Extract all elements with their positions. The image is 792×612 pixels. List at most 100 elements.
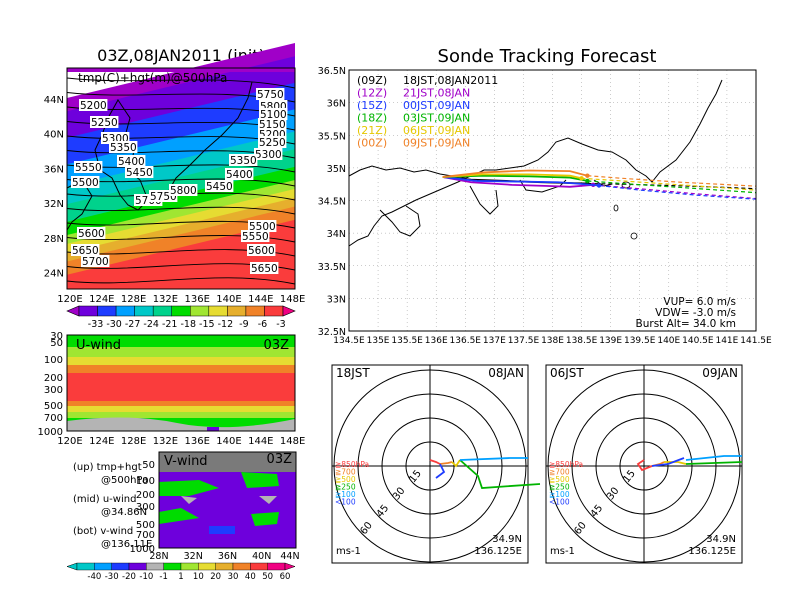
track-legend-tag: (15Z) <box>357 99 387 112</box>
wind-band <box>207 427 219 431</box>
pressure-tick-label: 100 <box>136 476 155 487</box>
coastline <box>348 177 467 247</box>
lon-tick-label: 139.5E <box>624 336 656 346</box>
colorbar-swatch <box>97 305 117 317</box>
panel-lat: 34.9N <box>706 534 736 545</box>
hodograph-legend-entry: ≧500 <box>335 475 356 484</box>
temperature-colorbar <box>66 305 296 317</box>
contour-label-bg <box>71 176 100 188</box>
burst-point <box>585 173 590 178</box>
pressure-tick-label: 50 <box>50 338 63 349</box>
colorbar-tick-label: 10 <box>193 572 204 582</box>
colorbar-tick-label: -1 <box>159 572 167 582</box>
colorbar-tick-label: 60 <box>280 572 291 582</box>
coastline <box>348 79 723 183</box>
colorbar-swatch <box>171 305 191 317</box>
hodograph-segment <box>459 457 528 461</box>
lat-tick-label: 32N <box>44 199 64 210</box>
lon-tick-label: 137.5E <box>508 336 540 346</box>
track-legend-tag: (18Z) <box>357 112 387 125</box>
note-line: @136.11E <box>101 539 152 550</box>
coastline <box>469 185 499 215</box>
burst-point <box>585 178 590 184</box>
lon-tick-label: 132E <box>153 294 178 305</box>
wind-band <box>67 412 295 418</box>
hodograph-legend-entry: ≧850hPa <box>335 460 369 469</box>
hodograph-legend-entry: ≧250 <box>549 483 570 492</box>
pressure-tick-label: 500 <box>44 401 63 412</box>
height-contour <box>66 206 296 215</box>
lon-tick-label: 132E <box>153 436 178 447</box>
lat-tick-label: 34N <box>327 229 346 240</box>
u-wind-frame <box>66 334 296 432</box>
map-longitude-ticks: 120E 124E 128E 132E 136E 140E 144E 148E <box>57 294 305 305</box>
panel-lat: 34.9N <box>492 534 522 545</box>
track-line <box>442 169 588 178</box>
section-notes: (up) tmp+hgt @500hPa (mid) u-wind @34.86N (b… <box>73 462 152 550</box>
wind-band <box>67 357 295 365</box>
pressure-tick-label: 30 <box>50 331 63 342</box>
contour-label: 5250 <box>91 117 118 129</box>
contour-label: 5400 <box>226 169 253 181</box>
contour-label-bg <box>74 161 103 173</box>
v-wind-latitude-ticks: 28N 32N 36N 40N 44N <box>149 551 299 562</box>
colorbar-tick-label: -40 <box>87 572 101 582</box>
lon-tick-label: 136E <box>184 436 209 447</box>
pressure-tick-label: 200 <box>44 373 63 384</box>
sonde-map-frame <box>348 69 757 332</box>
colorbar-swatch <box>128 562 147 571</box>
u-wind-time: 03Z <box>264 338 290 353</box>
island <box>613 204 619 212</box>
contour-label: 5550 <box>75 162 102 174</box>
lat-tick-label: 28N <box>149 551 168 562</box>
lat-tick-label: 36N <box>327 99 346 110</box>
colorbar-swatch <box>208 305 228 317</box>
right-title: Sonde Tracking Forecast <box>438 46 657 67</box>
lat-tick-label: 34.5N <box>318 197 346 208</box>
u-wind-longitude-ticks: 120E 124E 128E 132E 136E 140E 144E 148E <box>57 436 305 447</box>
contour-label: 5500 <box>72 177 99 189</box>
colorbar-cap <box>282 305 296 317</box>
lon-tick-label: 144E <box>248 436 273 447</box>
pressure-tick-label: 50 <box>142 460 155 471</box>
pressure-tick-label: 700 <box>136 530 155 541</box>
wind-patch <box>181 496 197 504</box>
colorbar-tick-label: -9 <box>239 319 248 330</box>
track-legend-label: 06JST,09JAN <box>403 124 470 137</box>
panel-date-label: 08JAN <box>488 366 524 380</box>
height-contour <box>66 277 296 285</box>
island <box>630 232 638 240</box>
lat-tick-label: 36N <box>44 164 64 175</box>
contour-label: 5700 <box>82 256 109 268</box>
left-title: 03Z,08JAN2011 (init) <box>97 46 265 65</box>
colorbar-swatch <box>180 562 199 571</box>
contour-label: 5550 <box>242 231 269 243</box>
colorbar-tick-label: -30 <box>106 319 122 330</box>
lon-tick-label: 140E <box>216 294 241 305</box>
contour-label-bg <box>256 88 285 100</box>
hodograph-segment <box>636 459 653 472</box>
panel-unit: ms-1 <box>550 546 575 557</box>
lon-tick-label: 120E <box>57 436 82 447</box>
colorbar-swatch <box>134 305 154 317</box>
colorbar-swatch <box>115 305 135 317</box>
lat-tick-label: 35N <box>327 164 346 175</box>
pressure-tick-label: 500 <box>136 520 155 531</box>
note-line: (up) tmp+hgt <box>73 462 142 473</box>
launch-parameter: VDW= -3.0 m/s <box>655 307 736 319</box>
colorbar-swatch <box>227 305 247 317</box>
lon-tick-label: 148E <box>280 294 305 305</box>
hodograph-segment <box>439 461 453 465</box>
contour-label: 5450 <box>206 181 233 193</box>
contour-label-bg <box>241 230 270 242</box>
coastline <box>379 205 421 237</box>
track-legend: (09Z) 18JST,08JAN2011 (12Z) 21JST,08JAN (15Z… <box>357 74 498 150</box>
colorbar-tick-label: -27 <box>125 319 141 330</box>
wind-band <box>67 365 295 373</box>
lon-tick-label: 144E <box>248 294 273 305</box>
temp-band <box>67 219 295 289</box>
note-line: (bot) v-wind <box>73 526 133 537</box>
wind-patch <box>241 472 279 488</box>
